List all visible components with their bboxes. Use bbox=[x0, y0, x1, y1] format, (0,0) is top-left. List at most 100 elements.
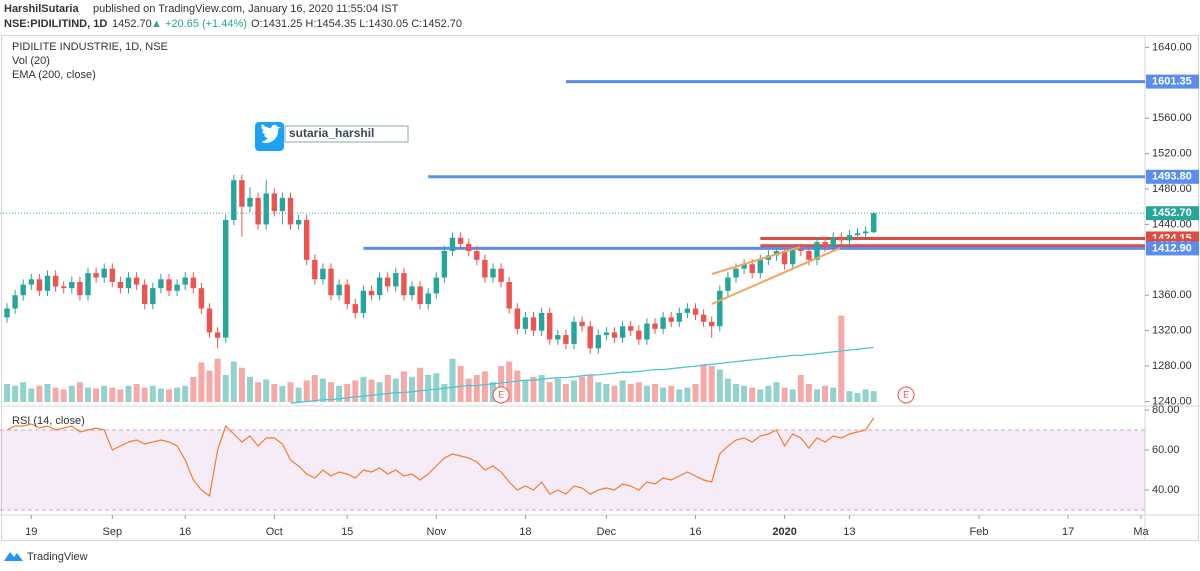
volume-bar bbox=[749, 387, 756, 402]
volume-bar bbox=[627, 384, 634, 402]
candle-body bbox=[587, 326, 593, 349]
volume-bar bbox=[660, 387, 667, 402]
candle-body bbox=[376, 277, 383, 296]
y-tick-label: 1440.00 bbox=[1152, 218, 1192, 230]
y-tick-label: 1280.00 bbox=[1152, 360, 1192, 372]
volume-bar bbox=[619, 380, 626, 402]
candle-body bbox=[320, 268, 326, 280]
volume-bar bbox=[376, 382, 383, 402]
candle-body bbox=[441, 250, 448, 278]
candle-body bbox=[854, 233, 861, 236]
candle-body bbox=[725, 277, 731, 291]
volume-bar bbox=[247, 376, 253, 402]
rsi-legend: RSI (14, close) bbox=[12, 415, 85, 427]
candle-body bbox=[198, 288, 205, 309]
volume-bar bbox=[724, 378, 731, 402]
candle-body bbox=[304, 220, 310, 260]
candle-body bbox=[603, 332, 610, 336]
volume-bar bbox=[870, 391, 877, 402]
volume-bar bbox=[854, 393, 861, 402]
tv-logo bbox=[4, 552, 23, 561]
candle-body bbox=[85, 273, 91, 296]
level-label: 1601.35 bbox=[1152, 76, 1192, 88]
volume-bar bbox=[481, 371, 488, 402]
published: published on TradingView.com, January 16… bbox=[93, 3, 399, 15]
volume-bar bbox=[409, 376, 415, 402]
volume-bar bbox=[344, 384, 351, 402]
candle-body bbox=[830, 237, 836, 247]
level-label-box bbox=[1146, 169, 1199, 184]
volume-bar bbox=[166, 389, 172, 402]
candle-body bbox=[255, 197, 261, 225]
candle-body bbox=[449, 237, 456, 251]
candle-body bbox=[101, 268, 107, 278]
volume-bar bbox=[862, 389, 869, 402]
badge-box bbox=[284, 125, 409, 143]
candle-body bbox=[360, 290, 367, 313]
volume-bar bbox=[319, 378, 326, 402]
volume-bar bbox=[716, 369, 723, 402]
candle-body bbox=[676, 312, 682, 322]
x-tick-label: 16 bbox=[179, 526, 191, 538]
volume-bar bbox=[538, 375, 545, 402]
volume-bar bbox=[789, 389, 796, 402]
candle-body bbox=[287, 197, 294, 225]
volume-bar bbox=[295, 387, 302, 402]
twitter-bird bbox=[261, 124, 281, 143]
volume-bar bbox=[28, 388, 35, 402]
channel-line bbox=[711, 246, 801, 275]
x-tick-label: 16 bbox=[689, 526, 701, 538]
volume-bar bbox=[287, 382, 294, 402]
volume-bar bbox=[238, 367, 245, 402]
volume-bar bbox=[255, 382, 262, 402]
earnings-marker bbox=[897, 386, 915, 404]
candle-body bbox=[781, 250, 788, 265]
candle-body bbox=[652, 323, 658, 329]
candle-body bbox=[749, 264, 755, 274]
rsi-band bbox=[0, 430, 1145, 510]
plot: 80.00 60.00 40.00 1640.00 1560.00 1520.00 1480… bbox=[0, 41, 1199, 538]
x-tick-label: 2020 bbox=[772, 526, 796, 538]
candle-body bbox=[733, 268, 739, 278]
candle-body bbox=[368, 290, 375, 296]
volume-bar bbox=[781, 387, 788, 402]
candle-body bbox=[4, 308, 10, 318]
candle-body bbox=[190, 277, 196, 289]
candle-body bbox=[684, 308, 691, 313]
earnings-marker bbox=[492, 386, 510, 404]
volume-bar bbox=[830, 387, 837, 402]
volume-bar bbox=[530, 376, 537, 402]
rsi-tick-label: 60.00 bbox=[1152, 444, 1180, 456]
volume-bar bbox=[765, 385, 772, 402]
volume-bar bbox=[214, 358, 221, 402]
volume-bar bbox=[190, 376, 197, 402]
volume-bar bbox=[303, 380, 310, 402]
candle-body bbox=[506, 281, 512, 309]
candle-body bbox=[214, 332, 221, 338]
x-tick-label: 18 bbox=[519, 526, 531, 538]
candle-body bbox=[466, 243, 472, 251]
volume-bar bbox=[206, 370, 213, 402]
volume-bar bbox=[60, 389, 67, 402]
volume-bar bbox=[498, 366, 505, 402]
level-label: 1493.80 bbox=[1152, 171, 1192, 183]
candle-body bbox=[231, 180, 237, 220]
volume-bar bbox=[4, 384, 10, 402]
volume-bar bbox=[522, 380, 529, 402]
x-tick-label: 15 bbox=[341, 526, 353, 538]
candle-body bbox=[295, 220, 302, 225]
volume-bar bbox=[473, 375, 480, 402]
volume-bar bbox=[514, 370, 521, 402]
candle-body bbox=[619, 326, 626, 338]
y-tick-label: 1320.00 bbox=[1152, 325, 1192, 337]
volume-bar bbox=[741, 385, 748, 402]
volume-legend: Vol (20) bbox=[12, 55, 50, 67]
candle-body bbox=[206, 308, 213, 333]
volume-bar bbox=[311, 375, 318, 402]
x-tick-label: Nov bbox=[427, 526, 447, 538]
volume-bar bbox=[571, 380, 577, 402]
volume-bar bbox=[368, 379, 375, 402]
level-label-box bbox=[1146, 241, 1199, 256]
volume-bar bbox=[20, 382, 27, 402]
candle-body bbox=[425, 293, 431, 305]
